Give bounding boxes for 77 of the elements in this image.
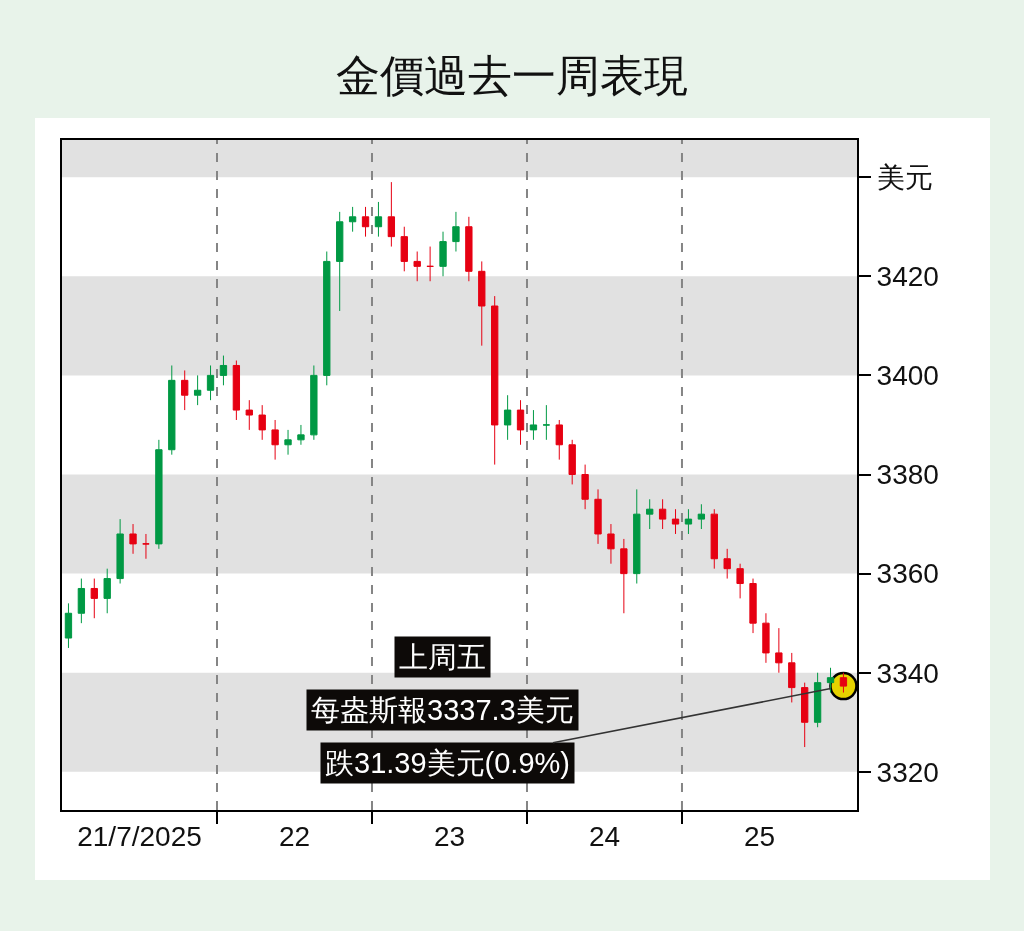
- candlestick: [801, 682, 809, 748]
- y-tick-label: 3380: [876, 459, 939, 491]
- candlestick: [697, 503, 706, 530]
- candlestick: [413, 251, 421, 282]
- candlestick: [90, 578, 98, 619]
- candlestick: [245, 399, 253, 431]
- candlestick: [478, 260, 486, 347]
- candlestick: [219, 355, 228, 386]
- candlestick: [607, 523, 615, 565]
- candlestick: [116, 518, 124, 585]
- candlestick: [465, 216, 473, 282]
- candlestick: [710, 508, 718, 570]
- candlestick: [749, 578, 757, 634]
- y-tick-label: 3320: [876, 756, 939, 788]
- candlestick: [788, 652, 796, 703]
- candlestick: [310, 364, 318, 441]
- candlestick: [568, 439, 576, 485]
- candlestick: [103, 568, 111, 614]
- candlestick: [542, 404, 551, 441]
- candlestick: [348, 206, 357, 233]
- candlestick: [736, 563, 744, 599]
- candlestick: [387, 181, 396, 248]
- x-tick-label: 21/7/2025: [77, 820, 202, 852]
- candlestick: [374, 201, 383, 238]
- candlestick: [77, 578, 86, 624]
- y-tick-label: 3340: [876, 657, 939, 689]
- annotation: 跌31.39美元(0.9%): [325, 747, 570, 779]
- y-tick-label: 美元: [876, 161, 933, 193]
- candlestick: [258, 404, 266, 441]
- candlestick: [232, 360, 241, 421]
- candlestick: [594, 488, 602, 545]
- candlestick: [516, 399, 525, 446]
- x-tick-label: 25: [743, 820, 776, 852]
- candlestick: [361, 206, 370, 238]
- candlestick: [271, 419, 279, 461]
- candlestick: [439, 231, 447, 277]
- candlestick: [581, 464, 589, 510]
- candlestick: [775, 627, 783, 674]
- candlestick: [529, 409, 538, 441]
- candlestick: [426, 246, 434, 282]
- candlestick: [142, 533, 150, 560]
- candlestick: [323, 251, 331, 386]
- candlestick: [452, 211, 460, 252]
- y-tick-label: 3360: [876, 558, 939, 590]
- x-tick-label: 23: [433, 820, 466, 852]
- y-tick-label: 3400: [876, 360, 939, 392]
- candlestick: [633, 488, 641, 585]
- candlestick: [297, 424, 305, 446]
- candlestick: [193, 374, 202, 406]
- candlestick: [491, 295, 499, 466]
- candlestick: [723, 548, 731, 580]
- chart-title: 金價過去一周表現: [336, 51, 688, 100]
- candlestick: [646, 498, 654, 530]
- candlestick: [336, 211, 344, 312]
- candlestick: [284, 429, 292, 456]
- candlestick: [813, 672, 822, 728]
- candlestick: [620, 538, 628, 614]
- candlestick: [839, 672, 848, 694]
- candlestick: [826, 667, 835, 694]
- candlestick: [555, 419, 563, 461]
- annotation: 每盎斯報3337.3美元: [311, 694, 574, 726]
- candlestick: [181, 369, 189, 411]
- candlestick: [671, 508, 680, 535]
- candlestick: [400, 226, 408, 272]
- y-tick-label: 3420: [876, 261, 939, 293]
- candlestick: [206, 364, 215, 401]
- candlestick: [129, 523, 137, 555]
- candlestick: [503, 394, 512, 441]
- candlestick: [64, 602, 73, 649]
- candlestick: [762, 612, 770, 664]
- candlestick: [168, 364, 176, 456]
- annotation: 上周五: [399, 641, 486, 673]
- candlestick: [658, 498, 667, 530]
- x-tick-label: 22: [278, 820, 311, 852]
- candlestick: [155, 439, 163, 550]
- x-tick-label: 24: [588, 820, 621, 852]
- candlestick: [684, 508, 693, 535]
